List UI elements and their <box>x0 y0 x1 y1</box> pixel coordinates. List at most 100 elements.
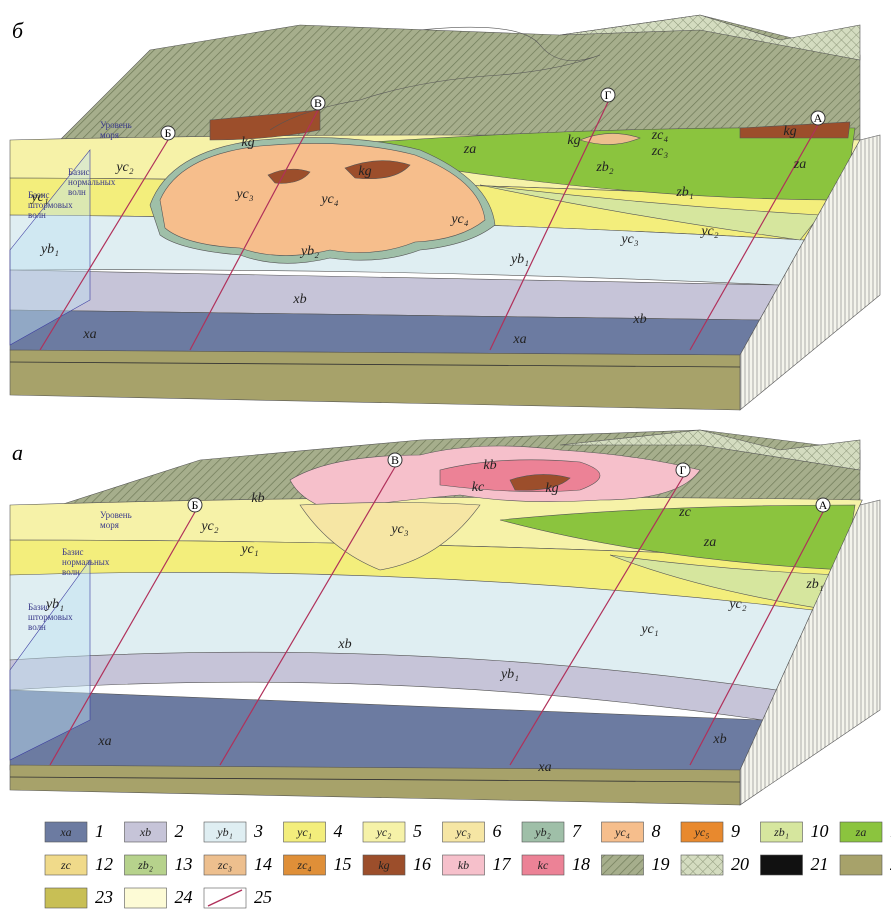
legend-swatch <box>45 888 87 908</box>
legend-number: 21 <box>811 854 829 874</box>
side-label: нормальных <box>68 177 116 187</box>
legend-code: xa <box>59 825 71 839</box>
unit-label: zb₁ <box>675 185 693 200</box>
block-diagram: аУровеньморяБазиснормальныхволнБазисштор… <box>10 430 880 805</box>
profile-label: Г <box>680 463 687 477</box>
unit-label: zb₁ <box>805 577 823 592</box>
legend-code: kg <box>378 858 389 872</box>
legend-code: zc₄ <box>296 858 311 872</box>
unit-label: zb₂ <box>595 160 613 175</box>
front-face <box>10 350 740 410</box>
legend-number: 15 <box>334 854 352 874</box>
unit-label: yc₁ <box>639 622 658 637</box>
profile-label: Б <box>165 126 172 140</box>
legend-number: 9 <box>731 821 740 841</box>
legend-number: 4 <box>334 821 343 841</box>
legend-code: yc₄ <box>614 825 630 839</box>
legend-swatch <box>840 855 882 875</box>
profile-label: А <box>819 498 828 512</box>
legend-number: 19 <box>652 854 670 874</box>
side-label: Базис <box>62 547 84 557</box>
legend-code: zc <box>60 858 72 872</box>
panel-label: б <box>12 18 24 43</box>
side-label: моря <box>100 520 119 530</box>
unit-label: yc₄ <box>449 212 468 227</box>
unit-label: za <box>463 142 476 157</box>
side-label: Базис <box>68 167 90 177</box>
front-face <box>10 765 740 805</box>
unit-label: yc₃ <box>234 187 253 202</box>
side-label: волн <box>28 210 46 220</box>
unit-label: zc <box>678 505 691 520</box>
legend-number: 16 <box>413 854 431 874</box>
legend-number: 1 <box>95 821 104 841</box>
legend-code: yc₃ <box>455 825 471 839</box>
unit-label: xb <box>632 312 646 327</box>
legend-number: 10 <box>811 821 829 841</box>
legend: xa1xb2yb₁3yc₁4yc₂5yc₃6yb₂7yc₄8yc₅9zb₁10z… <box>45 821 891 908</box>
profile-label: В <box>391 453 399 467</box>
side-label: волн <box>62 567 80 577</box>
block-diagram: бУровеньморяБазиснормальныхволнБазисштор… <box>10 15 880 410</box>
legend-number: 3 <box>253 821 263 841</box>
legend-number: 24 <box>175 887 193 907</box>
side-label: моря <box>100 130 119 140</box>
diagrams: бУровеньморяБазиснормальныхволнБазисштор… <box>10 15 880 805</box>
unit-label: kg <box>241 135 254 150</box>
legend-number: 25 <box>254 887 272 907</box>
unit-label: yb₂ <box>299 244 319 259</box>
legend-swatch <box>761 855 803 875</box>
unit-label: zc₃ <box>651 144 669 159</box>
legend-number: 7 <box>572 821 582 841</box>
panel-label: а <box>12 440 23 465</box>
legend-number: 12 <box>95 854 113 874</box>
unit-label: yc₂ <box>699 224 718 239</box>
legend-code: za <box>855 825 867 839</box>
unit-label: za <box>703 535 716 550</box>
legend-number: 2 <box>175 821 184 841</box>
legend-number: 20 <box>731 854 749 874</box>
unit-label: yc₃ <box>389 522 408 537</box>
legend-number: 5 <box>413 821 422 841</box>
unit-label: yc₂ <box>114 160 133 175</box>
unit-label: yb₁ <box>39 242 59 257</box>
unit-label: kg <box>545 481 558 496</box>
legend-swatch <box>602 855 644 875</box>
unit-label: yb₁ <box>499 667 519 682</box>
legend-swatch <box>125 888 167 908</box>
side-label: волн <box>68 187 86 197</box>
legend-code: yc₅ <box>694 825 710 839</box>
legend-code: yb₁ <box>216 825 233 839</box>
unit-label: xa <box>82 327 96 342</box>
legend-code: yb₂ <box>534 825 551 839</box>
legend-number: 18 <box>572 854 590 874</box>
unit-label: yc₁ <box>29 190 48 205</box>
legend-code: xb <box>139 825 151 839</box>
unit-label: kg <box>358 164 371 179</box>
legend-code: kb <box>458 858 469 872</box>
unit-label: yb₁ <box>509 252 529 267</box>
unit-label: xa <box>97 734 111 749</box>
unit-label: kb <box>251 491 264 506</box>
side-label: волн <box>28 622 46 632</box>
legend-code: zc₃ <box>217 858 232 872</box>
legend-swatch <box>681 855 723 875</box>
legend-code: yc₁ <box>296 825 312 839</box>
legend-code: zb₁ <box>773 825 789 839</box>
unit-label: yc₁ <box>239 542 258 557</box>
side-label: штормовых <box>28 612 73 622</box>
unit-label: xa <box>512 332 526 347</box>
unit-label: xb <box>712 732 726 747</box>
side-label: Уровень <box>100 120 132 130</box>
unit-label: xb <box>337 637 351 652</box>
legend-number: 17 <box>493 854 512 874</box>
profile-label: В <box>314 96 322 110</box>
unit-label: xa <box>537 760 551 775</box>
unit-label: yc₂ <box>199 519 218 534</box>
side-label: Уровень <box>100 510 132 520</box>
legend-number: 14 <box>254 854 272 874</box>
figure: бУровеньморяБазиснормальныхволнБазисштор… <box>0 0 891 911</box>
profile-label: Б <box>192 498 199 512</box>
unit-label: yc₂ <box>727 597 746 612</box>
unit-label: yb₁ <box>44 597 64 612</box>
